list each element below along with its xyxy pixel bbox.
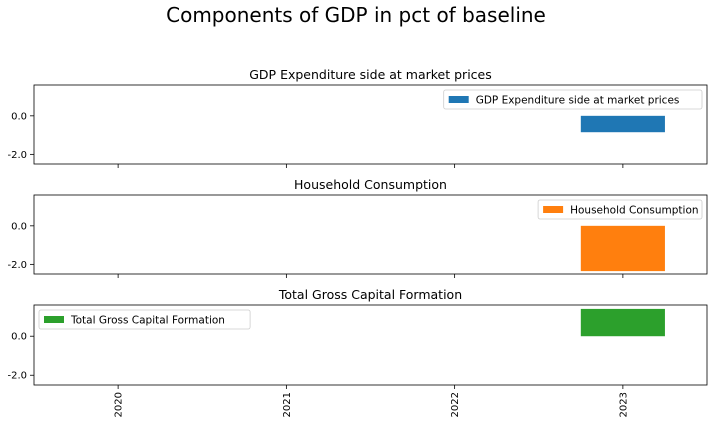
subplot-title: Total Gross Capital Formation — [278, 287, 462, 302]
legend-label: Total Gross Capital Formation — [70, 315, 225, 327]
legend: Household Consumption — [537, 199, 703, 220]
y-tick-label: -2.0 — [7, 150, 27, 161]
legend-swatch — [543, 206, 564, 213]
x-tick-label: 2021 — [282, 392, 293, 417]
bar-2023 — [580, 308, 665, 337]
figure-suptitle: Components of GDP in pct of baseline — [166, 3, 546, 27]
bar-2023 — [580, 225, 665, 272]
legend: Total Gross Capital Formation — [38, 309, 251, 330]
bar-2023 — [580, 115, 665, 133]
y-tick-label: 0.0 — [11, 221, 27, 232]
subplot-title: Household Consumption — [294, 177, 447, 192]
subplots: GDP Expenditure side at market prices 0.0… — [7, 67, 708, 417]
axes-frame — [33, 194, 708, 275]
y-tick-label: -2.0 — [7, 260, 27, 271]
x-tick-label: 2023 — [618, 392, 629, 417]
axes-frame — [33, 84, 708, 165]
legend-box — [537, 199, 703, 220]
axes-frame — [33, 304, 708, 386]
x-tick-label: 2020 — [114, 392, 125, 417]
legend-swatch — [448, 96, 469, 103]
y-tick-label: -2.0 — [7, 371, 27, 382]
subplot-3: Total Gross Capital Formation 0.0 -2.0 2020… — [7, 287, 708, 417]
y-tick-label: 0.0 — [11, 111, 27, 122]
legend-box — [38, 309, 251, 330]
x-tick-label: 2022 — [450, 392, 461, 417]
legend: GDP Expenditure side at market prices — [443, 89, 703, 110]
y-tick-label: 0.0 — [11, 332, 27, 343]
subplot-1: GDP Expenditure side at market prices 0.0… — [7, 67, 708, 168]
legend-label: GDP Expenditure side at market prices — [476, 95, 680, 107]
legend-box — [443, 89, 703, 110]
legend-swatch — [44, 316, 64, 323]
subplot-2: Household Consumption 0.0 -2.0 Household Co… — [7, 177, 708, 278]
subplot-title: GDP Expenditure side at market prices — [249, 67, 492, 82]
legend-label: Household Consumption — [570, 205, 698, 217]
